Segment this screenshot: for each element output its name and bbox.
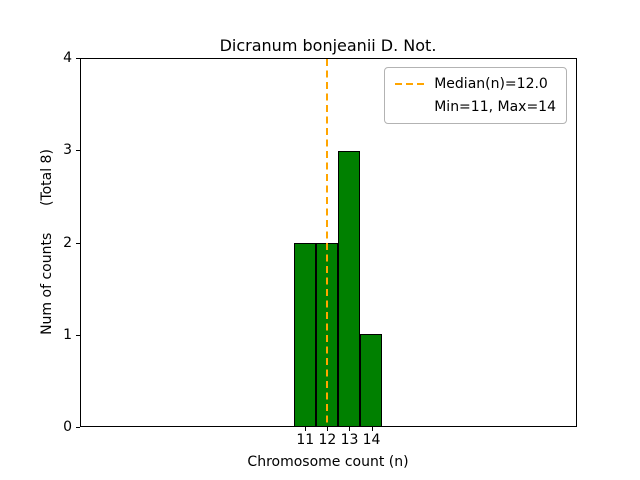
legend-entry-minmax: Min=11, Max=14	[395, 99, 556, 115]
legend-handle-empty	[395, 106, 425, 108]
y-tick-label: 2	[63, 234, 72, 251]
median-line	[326, 59, 329, 426]
legend-label-minmax: Min=11, Max=14	[434, 99, 556, 115]
legend-entry-median: Median(n)=12.0	[395, 76, 556, 92]
histogram-bar-14	[360, 334, 383, 426]
y-tick-label: 3	[63, 142, 72, 159]
chart-title: Dicranum bonjeanii D. Not.	[219, 36, 437, 55]
y-tick-label: 1	[63, 326, 72, 343]
plot-area: Median(n)=12.0 Min=11, Max=14	[80, 58, 577, 427]
legend-label-median: Median(n)=12.0	[434, 76, 548, 92]
median-dashed-line-sample	[395, 83, 426, 85]
y-tick-mark	[76, 242, 80, 244]
x-tick-mark	[371, 427, 373, 431]
x-tick-mark	[349, 427, 351, 431]
y-tick-label: 0	[63, 419, 72, 435]
histogram-bar-11	[294, 242, 317, 426]
y-tick-mark	[76, 58, 80, 59]
y-axis-label: Num of counts (Total 8)	[39, 149, 55, 335]
x-tick-label: 14	[362, 432, 381, 448]
y-tick-mark	[76, 334, 80, 336]
y-tick-mark	[76, 150, 80, 152]
x-tick-label: 12	[318, 432, 337, 448]
legend: Median(n)=12.0 Min=11, Max=14	[384, 67, 567, 124]
histogram-bar-13	[338, 150, 361, 426]
x-tick-mark	[327, 427, 329, 431]
y-tick-label: 4	[63, 50, 72, 66]
x-axis-label: Chromosome count (n)	[247, 454, 409, 470]
x-tick-label: 13	[340, 432, 359, 448]
x-tick-label: 11	[296, 432, 315, 448]
y-tick-mark	[76, 427, 80, 428]
x-tick-mark	[305, 427, 307, 431]
